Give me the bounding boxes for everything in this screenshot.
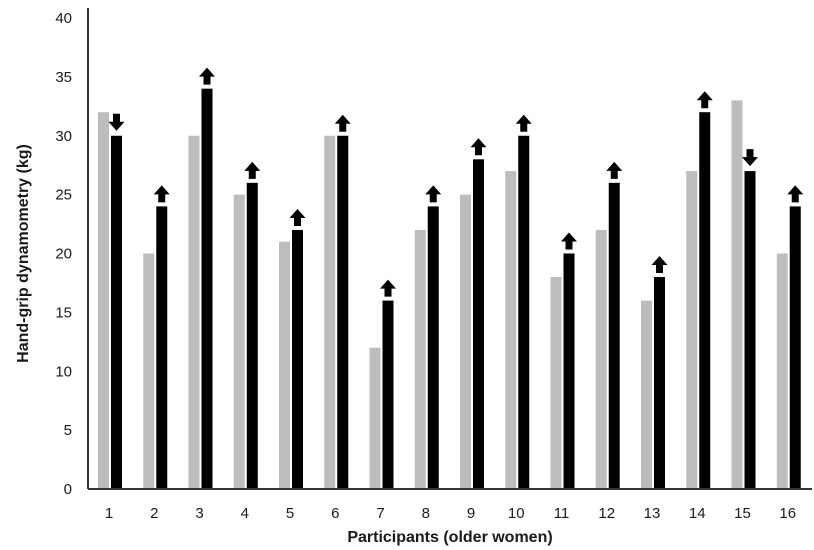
x-tick-label: 14	[689, 505, 706, 522]
bar-series-1	[188, 135, 200, 489]
x-tick-label: 3	[195, 505, 203, 522]
bar-series-1	[686, 171, 698, 489]
bar-series-2	[563, 253, 575, 489]
x-axis-ticks: 1 2 3 4 5 6 7 8 9 10 11 12 13 14 15 16	[105, 505, 796, 522]
up-arrow-icon	[334, 114, 351, 132]
bar-series-2	[654, 277, 665, 489]
x-tick-label: 9	[467, 505, 475, 522]
bar-series-1	[143, 253, 155, 489]
bar-series-1	[324, 135, 336, 489]
down-arrow-icon	[742, 149, 758, 167]
bar-series-1	[641, 300, 652, 489]
bar-series-2	[382, 300, 394, 489]
bar-series-1	[369, 347, 381, 489]
y-axis-ticks: 0 5 10 15 20 25 30 35 40	[55, 10, 72, 498]
y-tick-label: 5	[64, 422, 72, 439]
bar-series-2	[744, 171, 756, 489]
up-arrow-icon	[244, 161, 261, 179]
up-arrow-icon	[787, 185, 804, 203]
x-tick-label: 15	[734, 505, 751, 522]
y-tick-label: 40	[55, 10, 72, 27]
x-axis-title: Participants (older women)	[347, 529, 552, 546]
x-tick-label: 8	[422, 505, 430, 522]
bar-series-1	[279, 241, 290, 489]
bar-series-2	[518, 135, 530, 489]
x-tick-label: 11	[554, 505, 570, 522]
bar-series-1	[98, 112, 109, 489]
bar-series-1	[414, 229, 426, 489]
up-arrow-icon	[515, 114, 532, 132]
bar-series-1	[731, 100, 743, 490]
bar-series-1	[233, 194, 245, 489]
y-tick-label: 25	[55, 187, 72, 204]
x-tick-label: 1	[105, 505, 113, 522]
up-arrow-icon	[696, 91, 713, 109]
bar-series-2	[699, 112, 711, 489]
x-tick-label: 13	[644, 505, 661, 522]
x-tick-label: 6	[331, 505, 339, 522]
x-tick-label: 16	[779, 505, 796, 522]
x-tick-label: 7	[376, 505, 384, 522]
x-tick-label: 5	[286, 505, 294, 522]
up-arrow-icon	[425, 185, 442, 203]
down-arrow-icon	[108, 113, 125, 131]
bars-group	[98, 88, 801, 490]
y-axis-title: Hand-grip dynamometry (kg)	[15, 144, 32, 363]
bar-series-2	[789, 206, 801, 489]
up-arrow-icon	[470, 138, 487, 156]
y-tick-label: 35	[55, 69, 72, 86]
up-arrow-icon	[380, 279, 396, 297]
bar-series-2	[292, 229, 303, 489]
y-tick-label: 20	[55, 246, 72, 263]
bar-series-1	[776, 253, 788, 489]
up-arrow-icon	[153, 185, 170, 203]
up-arrow-icon	[606, 161, 623, 179]
bar-series-1	[550, 277, 562, 489]
bar-series-1	[595, 229, 607, 489]
y-tick-label: 15	[55, 304, 72, 321]
bar-series-2	[111, 135, 122, 489]
bar-series-2	[427, 206, 439, 489]
y-tick-label: 10	[55, 363, 72, 380]
bar-series-2	[201, 88, 213, 490]
up-arrow-icon	[651, 256, 668, 274]
change-arrows-group	[108, 67, 804, 297]
up-arrow-icon	[199, 67, 215, 85]
bar-series-2	[337, 135, 349, 489]
x-tick-label: 4	[241, 505, 249, 522]
x-tick-label: 2	[150, 505, 158, 522]
up-arrow-icon	[561, 232, 577, 250]
x-tick-label: 10	[508, 505, 525, 522]
bar-series-2	[246, 182, 258, 489]
up-arrow-icon	[289, 208, 306, 226]
bar-series-1	[460, 194, 471, 489]
bar-series-1	[505, 171, 517, 489]
bar-series-2	[608, 182, 620, 489]
bar-series-2	[473, 159, 484, 490]
y-tick-label: 0	[64, 481, 72, 498]
bar-series-2	[156, 206, 168, 489]
x-tick-label: 12	[598, 505, 615, 522]
y-tick-label: 30	[55, 128, 72, 145]
